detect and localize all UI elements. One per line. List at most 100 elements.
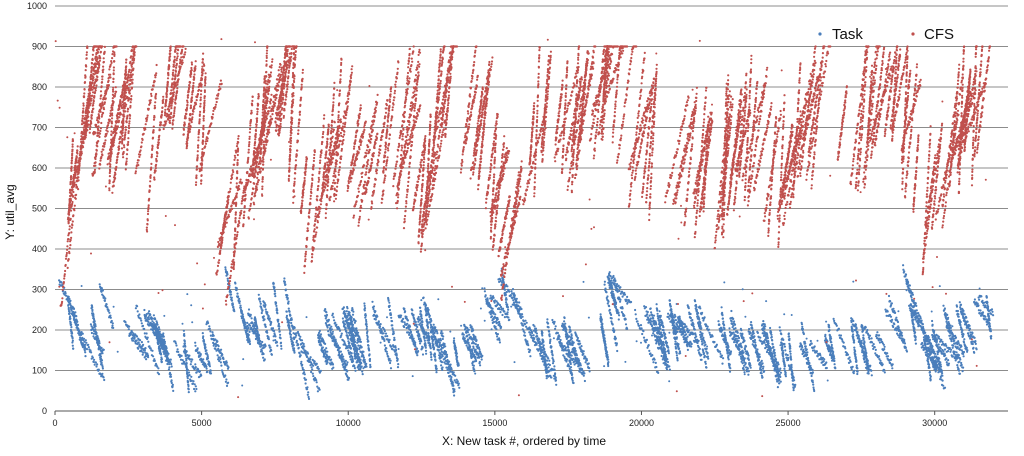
- task-point: [672, 327, 675, 330]
- task-point: [917, 312, 920, 315]
- task-point: [249, 324, 252, 327]
- task-point: [466, 334, 469, 337]
- task-point: [527, 344, 530, 347]
- task-point: [678, 322, 681, 325]
- task-point: [717, 320, 720, 323]
- task-point: [434, 355, 437, 358]
- task-point: [193, 383, 196, 386]
- task-point: [186, 377, 189, 380]
- task-point: [968, 324, 971, 327]
- task-point: [651, 316, 654, 320]
- task-point: [384, 332, 388, 335]
- task-point: [148, 310, 151, 313]
- task-point: [954, 336, 958, 339]
- task-point: [144, 355, 147, 358]
- task-point: [971, 340, 974, 343]
- task-point: [943, 348, 947, 351]
- task-point: [546, 318, 549, 321]
- task-point: [947, 359, 950, 362]
- task-point: [330, 358, 333, 361]
- task-point: [621, 295, 624, 298]
- task-point: [945, 357, 948, 360]
- task-point: [155, 325, 158, 328]
- task-point: [366, 338, 369, 341]
- task-point: [230, 299, 234, 302]
- task-point: [405, 315, 408, 319]
- task-point: [501, 307, 505, 310]
- task-point: [651, 314, 654, 317]
- task-point: [498, 308, 501, 311]
- task-point: [848, 356, 851, 359]
- task-point: [851, 365, 854, 368]
- task-point: [280, 347, 283, 350]
- task-point: [973, 298, 977, 301]
- task-point: [102, 348, 105, 351]
- task-point: [84, 343, 87, 346]
- task-point: [208, 365, 211, 368]
- task-point: [957, 342, 960, 345]
- task-point: [274, 335, 277, 338]
- task-point: [588, 367, 591, 370]
- task-point: [365, 327, 368, 330]
- task-point: [863, 351, 866, 354]
- task-point: [535, 335, 538, 338]
- task-point: [650, 311, 653, 314]
- task-point: [630, 300, 633, 304]
- task-point: [667, 346, 670, 349]
- task-point: [685, 338, 688, 341]
- task-point: [692, 323, 695, 326]
- task-point: [244, 323, 247, 326]
- task-point: [84, 351, 87, 354]
- task-point: [933, 350, 936, 353]
- task-point: [944, 343, 947, 346]
- task-point: [169, 373, 172, 376]
- task-point: [354, 369, 357, 372]
- task-point: [427, 311, 430, 314]
- task-point: [489, 294, 492, 297]
- task-point: [241, 313, 244, 316]
- task-point: [208, 325, 211, 328]
- task-point: [463, 337, 466, 340]
- task-point: [807, 359, 810, 362]
- task-point: [949, 329, 953, 332]
- task-point: [702, 336, 705, 339]
- task-point: [369, 365, 372, 368]
- task-point: [685, 325, 688, 328]
- task-point: [692, 332, 695, 335]
- task-point: [870, 374, 873, 377]
- task-point: [509, 294, 512, 297]
- task-point: [665, 357, 668, 360]
- task-point: [883, 368, 886, 372]
- task-point: [650, 324, 654, 328]
- task-point: [662, 329, 665, 332]
- task-point: [856, 331, 859, 335]
- task-point: [307, 395, 310, 399]
- task-point: [706, 351, 709, 355]
- task-point: [787, 332, 791, 335]
- task-point: [143, 349, 146, 352]
- task-point: [499, 311, 502, 314]
- task-point: [973, 336, 976, 339]
- task-point: [684, 331, 687, 334]
- task-point: [190, 360, 193, 363]
- task-point: [653, 323, 656, 326]
- task-point: [239, 306, 242, 309]
- task-point: [841, 338, 844, 341]
- task-point: [779, 375, 782, 378]
- task-point: [856, 367, 859, 370]
- task-point: [278, 327, 281, 330]
- task-point: [180, 354, 183, 357]
- task-point: [445, 355, 449, 358]
- task-point: [811, 368, 814, 371]
- task-point: [859, 344, 862, 347]
- task-point: [440, 330, 443, 333]
- task-point: [686, 327, 689, 330]
- task-point: [169, 361, 172, 364]
- task-point: [306, 386, 309, 389]
- task-point: [91, 356, 94, 359]
- task-point: [264, 303, 267, 307]
- task-point: [403, 307, 406, 310]
- task-point: [335, 323, 338, 326]
- task-point: [361, 370, 364, 373]
- task-point: [133, 336, 136, 339]
